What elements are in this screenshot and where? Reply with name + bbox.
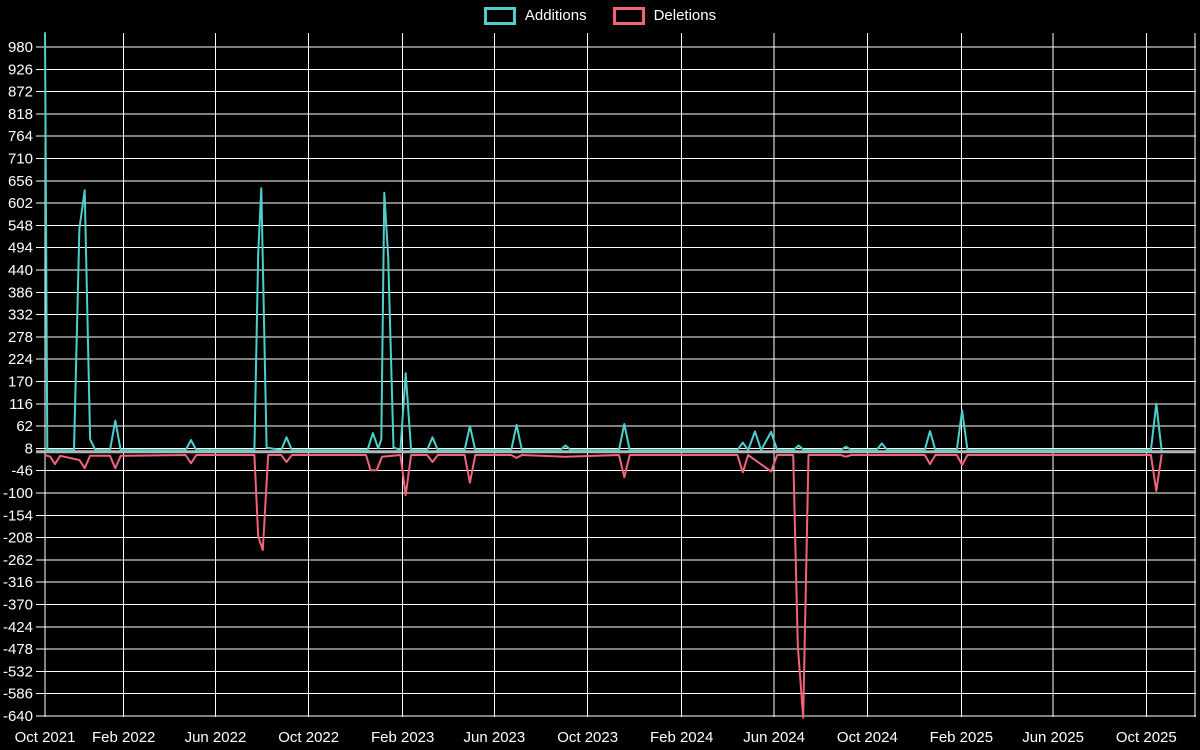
y-tick-label: -478 [3,641,33,658]
y-tick-label: 764 [8,128,33,145]
y-tick-label: 8 [25,440,33,457]
y-tick-label: 872 [8,84,33,101]
y-tick-label: -640 [3,708,33,725]
y-tick-label: 440 [8,262,33,279]
y-tick-label: -586 [3,686,33,703]
y-tick-label: -154 [3,507,33,524]
y-tick-label: 386 [8,284,33,301]
deletions-swatch-icon [612,7,645,25]
y-tick-label: -208 [3,530,33,547]
y-tick-label: 710 [8,151,33,168]
y-tick-label: -424 [3,619,33,636]
y-tick-label: 926 [8,61,33,78]
y-tick-label: 116 [9,396,33,413]
y-tick-label: -100 [3,485,33,502]
y-tick-label: -370 [3,597,33,614]
y-tick-label: -46 [11,463,33,480]
x-tick-label: Oct 2023 [557,729,618,746]
legend-item-deletions[interactable]: Deletions [612,7,717,25]
additions-swatch-icon [483,7,516,25]
x-tick-label: Jun 2024 [743,729,805,746]
x-tick-label: Oct 2024 [837,729,898,746]
y-tick-label: 980 [8,39,33,56]
y-tick-label: 602 [8,195,33,212]
additions-line [44,32,1163,452]
x-tick-label: Feb 2022 [92,729,155,746]
y-tick-label: 170 [8,374,33,391]
y-tick-label: 62 [16,418,33,435]
x-tick-label: Feb 2023 [371,729,434,746]
x-tick-label: Oct 2022 [278,729,339,746]
y-tick-label: 224 [8,351,33,368]
y-tick-label: -262 [3,552,33,569]
x-tick-label: Oct 2025 [1116,729,1177,746]
y-tick-label: 332 [8,307,33,324]
y-tick-label: -532 [3,663,33,680]
y-tick-label: 278 [8,329,33,346]
y-tick-label: 494 [8,240,33,257]
deletions-line [44,454,1163,719]
legend-label-deletions: Deletions [653,7,717,24]
chart-legend: Additions Deletions [0,7,1200,25]
y-tick-label: 818 [8,106,33,123]
y-tick-label: 548 [8,217,33,234]
legend-label-additions: Additions [524,7,587,24]
y-tick-label: -316 [3,574,33,591]
y-tick-label: 656 [8,173,33,190]
x-tick-label: Jun 2023 [464,729,526,746]
x-tick-label: Oct 2021 [15,729,76,746]
legend-item-additions[interactable]: Additions [483,7,587,25]
x-tick-label: Feb 2025 [930,729,993,746]
x-tick-label: Feb 2024 [650,729,713,746]
x-tick-label: Jun 2025 [1022,729,1084,746]
x-tick-label: Jun 2022 [185,729,247,746]
